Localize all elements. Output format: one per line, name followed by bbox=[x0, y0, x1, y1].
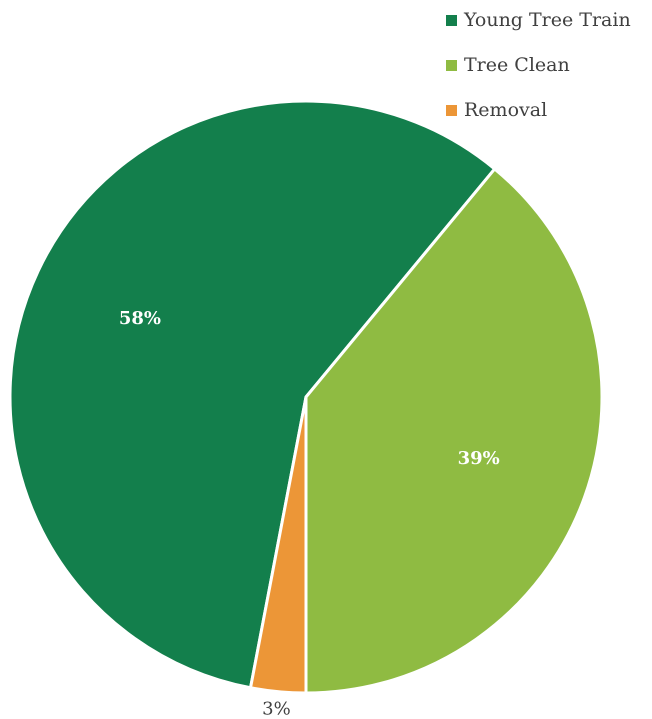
legend-label-removal: Removal bbox=[464, 99, 548, 121]
pie-slice-tree-clean bbox=[304, 167, 604, 695]
legend-swatch-young-tree-train bbox=[446, 14, 457, 26]
legend-label-tree-clean: Tree Clean bbox=[464, 54, 570, 76]
legend-swatch-removal bbox=[446, 104, 457, 116]
data-label-young-tree-train: 58% bbox=[119, 308, 161, 329]
pie-slices bbox=[8, 99, 604, 695]
legend-swatch-tree-clean bbox=[446, 59, 457, 71]
data-label-removal: 3% bbox=[262, 699, 291, 719]
pie-slice-removal bbox=[249, 395, 308, 695]
chart-legend: Young Tree Train Tree Clean Removal bbox=[446, 8, 631, 143]
data-label-tree-clean: 39% bbox=[458, 448, 500, 469]
legend-item-removal: Removal bbox=[446, 98, 631, 122]
legend-label-young-tree-train: Young Tree Train bbox=[464, 9, 631, 31]
legend-item-young-tree-train: Young Tree Train bbox=[446, 8, 631, 32]
pie-slice-young-tree-train bbox=[8, 99, 497, 690]
pie-labels: 58% 39% 3% bbox=[119, 308, 500, 719]
legend-item-tree-clean: Tree Clean bbox=[446, 53, 631, 77]
